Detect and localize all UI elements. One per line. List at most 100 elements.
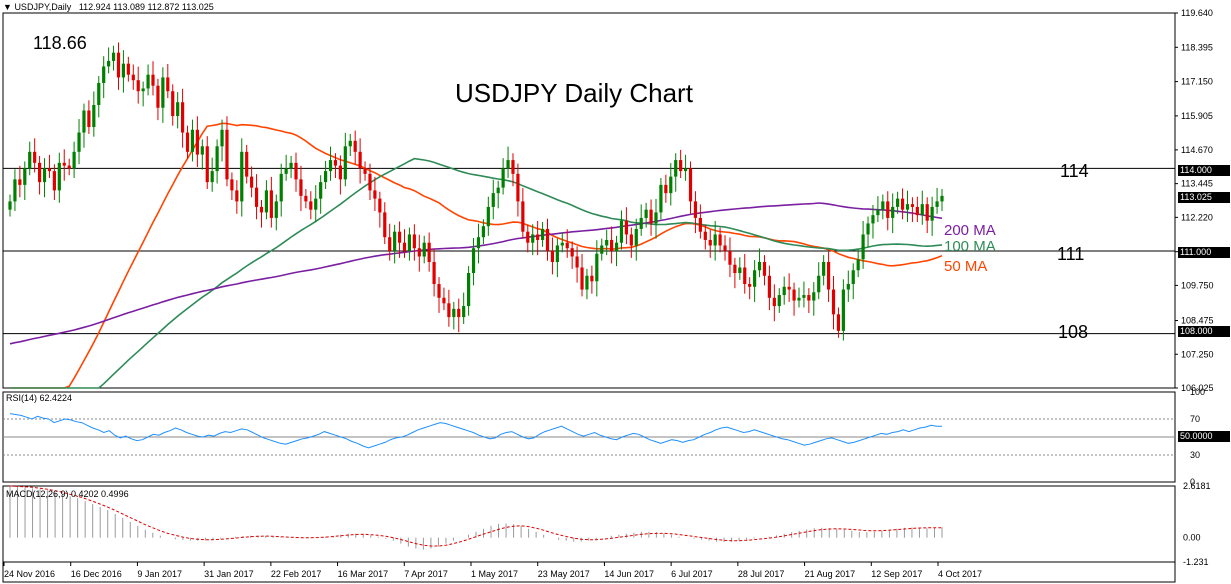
candle-body-63 <box>319 182 323 199</box>
candle-body-121 <box>605 239 609 246</box>
candle-body-83 <box>417 248 421 257</box>
candle-body-153 <box>762 261 767 276</box>
candle-body-104 <box>521 201 525 232</box>
candle-body-30 <box>156 85 160 108</box>
candle-body-21 <box>111 52 116 61</box>
candle-body-151 <box>753 270 757 287</box>
candle-body-155 <box>772 297 776 307</box>
candle-body-60 <box>304 195 308 202</box>
xtick-label-2: 9 Jan 2017 <box>137 569 182 579</box>
ytick-label-9: 108.475 <box>1181 316 1214 326</box>
candle-body-99 <box>496 187 500 194</box>
candle-body-65 <box>328 160 333 172</box>
candle-body-49 <box>250 176 254 188</box>
candle-body-130 <box>649 209 653 224</box>
rsi-line <box>9 413 942 449</box>
candle-body-189 <box>940 195 944 202</box>
candle-body-105 <box>526 231 530 243</box>
candle-body-113 <box>565 242 569 249</box>
chart-header: ▼ USDJPY,Daily 112.924 113.089 112.872 1… <box>3 2 214 12</box>
xtick-label-1: 16 Dec 2016 <box>71 569 122 579</box>
ytick-label-11: 106.025 <box>1181 383 1214 393</box>
badge-current-price: 113.025 <box>1178 192 1230 203</box>
candle-body-163 <box>812 292 816 301</box>
candle-body-76 <box>383 212 387 238</box>
candle-body-64 <box>323 171 328 183</box>
candle-body-23 <box>121 63 126 78</box>
ma50-line <box>10 122 943 389</box>
candle-body-115 <box>575 256 579 268</box>
macd-header: MACD(12,26,9) 0.4202 0.4996 <box>6 489 129 499</box>
candle-body-95 <box>476 237 481 249</box>
ytick-label-5: 113.445 <box>1181 179 1213 189</box>
candle-body-33 <box>171 91 175 117</box>
candle-body-31 <box>161 77 165 108</box>
candle-body-55 <box>279 173 283 202</box>
candle-body-46 <box>235 190 239 202</box>
candle-body-147 <box>733 264 737 274</box>
xtick-label-4: 22 Feb 2017 <box>271 569 322 579</box>
candle-body-142 <box>708 239 712 246</box>
candle-body-120 <box>600 245 604 254</box>
candle-body-6 <box>37 162 42 183</box>
header-triangle-icon[interactable]: ▼ <box>3 2 12 12</box>
candle-body-154 <box>767 275 772 298</box>
candle-body-131 <box>654 212 658 224</box>
candle-body-137 <box>683 168 688 172</box>
candle-body-87 <box>437 284 441 298</box>
candle-body-8 <box>47 168 52 172</box>
candle-body-77 <box>388 237 392 251</box>
rsi-header: RSI(14) 62.4224 <box>6 393 73 403</box>
macd-panel <box>9 485 943 550</box>
level-111-label: 111 <box>1057 244 1085 264</box>
candle-body-160 <box>797 297 801 301</box>
candle-body-123 <box>614 242 619 251</box>
badge-111: 111.000 <box>1178 247 1230 258</box>
candle-body-70 <box>353 140 357 152</box>
candle-body-9 <box>52 171 56 191</box>
candle-body-29 <box>151 74 155 86</box>
xtick-label-8: 23 May 2017 <box>538 569 590 579</box>
horizontal-levels <box>3 167 1175 335</box>
ma200-line <box>9 202 943 345</box>
badge-114: 114.000 <box>1178 165 1230 176</box>
candle-body-89 <box>447 303 451 318</box>
ma200-label: 200 MA <box>944 222 996 239</box>
candle-body-27 <box>141 88 145 92</box>
panel-frame-0 <box>2 12 1176 389</box>
badge-rsi-50: 50.0000 <box>1178 431 1230 442</box>
candle-body-107 <box>536 234 540 240</box>
panel-frame-2 <box>2 485 1176 563</box>
xtick-label-3: 31 Jan 2017 <box>204 569 254 579</box>
candle-body-169 <box>841 289 845 331</box>
candle-body-185 <box>920 204 924 216</box>
candle-body-187 <box>930 206 934 221</box>
macd-signal-line <box>9 485 942 547</box>
candle-body-42 <box>215 146 219 172</box>
candle-body-34 <box>176 102 180 117</box>
xtick-label-7: 1 May 2017 <box>471 569 518 579</box>
ytick-label-4: 114.670 <box>1181 145 1213 155</box>
symbol-label: USDJPY,Daily <box>14 2 72 12</box>
candle-body-15 <box>82 110 86 133</box>
candle-body-178 <box>886 201 890 218</box>
candle-body-106 <box>531 234 535 243</box>
ytick-label-10: 107.250 <box>1181 349 1214 359</box>
candle-body-180 <box>896 198 900 207</box>
candle-body-10 <box>57 162 61 191</box>
candle-body-140 <box>698 217 702 232</box>
candle-body-13 <box>72 151 76 169</box>
candle-body-61 <box>309 201 313 210</box>
candle-body-146 <box>728 250 732 265</box>
candle-body-177 <box>881 201 885 210</box>
candle-body-82 <box>412 234 416 249</box>
candle-body-102 <box>511 160 515 174</box>
candle-body-152 <box>757 261 762 271</box>
candle-body-41 <box>210 171 214 183</box>
candle-body-112 <box>560 242 564 246</box>
candle-body-173 <box>861 234 865 260</box>
candle-body-39 <box>200 146 204 155</box>
candle-body-184 <box>915 206 919 216</box>
candle-body-12 <box>67 165 71 169</box>
ma100-label: 100 MA <box>944 238 996 255</box>
